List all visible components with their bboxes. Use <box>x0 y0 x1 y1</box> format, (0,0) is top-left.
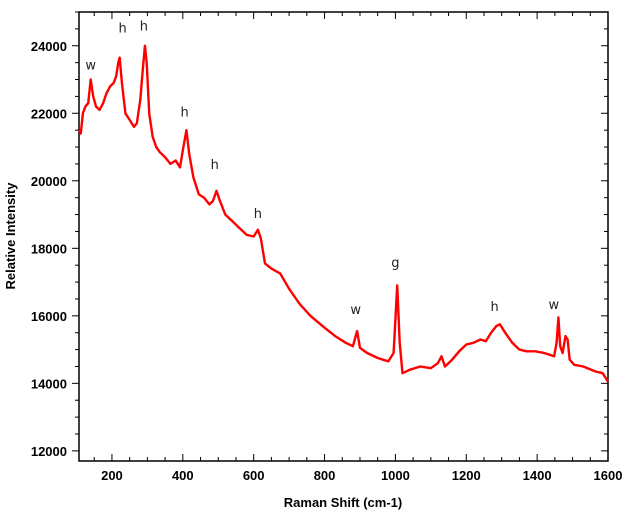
peak-label: h <box>180 106 188 121</box>
y-tick-label: 12000 <box>31 444 67 459</box>
peak-label: w <box>85 58 96 73</box>
x-axis: 200 400 600 800 1000 1200 1400 1600 <box>93 12 623 483</box>
spectrum-line <box>77 44 610 383</box>
y-tick-label: 18000 <box>31 241 67 256</box>
x-tick-label: 600 <box>243 468 265 483</box>
peak-label: h <box>254 207 262 222</box>
y-axis: 12000 14000 16000 18000 20000 22000 24000 <box>31 11 608 459</box>
plot-border <box>78 11 609 462</box>
peak-label: h <box>140 20 148 35</box>
y-tick-label: 22000 <box>31 106 67 121</box>
x-tick-label: 200 <box>101 468 123 483</box>
y-tick-label: 14000 <box>31 376 67 391</box>
x-tick-label: 400 <box>172 468 194 483</box>
peak-label: h <box>118 21 126 36</box>
x-tick-label: 1000 <box>381 468 410 483</box>
peak-label: w <box>548 298 559 313</box>
peak-label: g <box>391 256 399 271</box>
y-axis-title: Relative Intensity <box>3 182 18 290</box>
x-tick-label: 1200 <box>452 468 481 483</box>
peak-label: h <box>490 300 498 315</box>
x-tick-label: 800 <box>314 468 336 483</box>
x-tick-label: 1400 <box>523 468 552 483</box>
peak-label: h <box>211 158 219 173</box>
peak-label: w <box>350 303 361 318</box>
y-tick-label: 20000 <box>31 174 67 189</box>
plot-frame <box>78 11 609 462</box>
y-tick-label: 16000 <box>31 309 67 324</box>
y-tick-label: 24000 <box>31 39 67 54</box>
x-axis-title: Raman Shift (cm-1) <box>284 495 402 510</box>
x-tick-label: 1600 <box>594 468 623 483</box>
